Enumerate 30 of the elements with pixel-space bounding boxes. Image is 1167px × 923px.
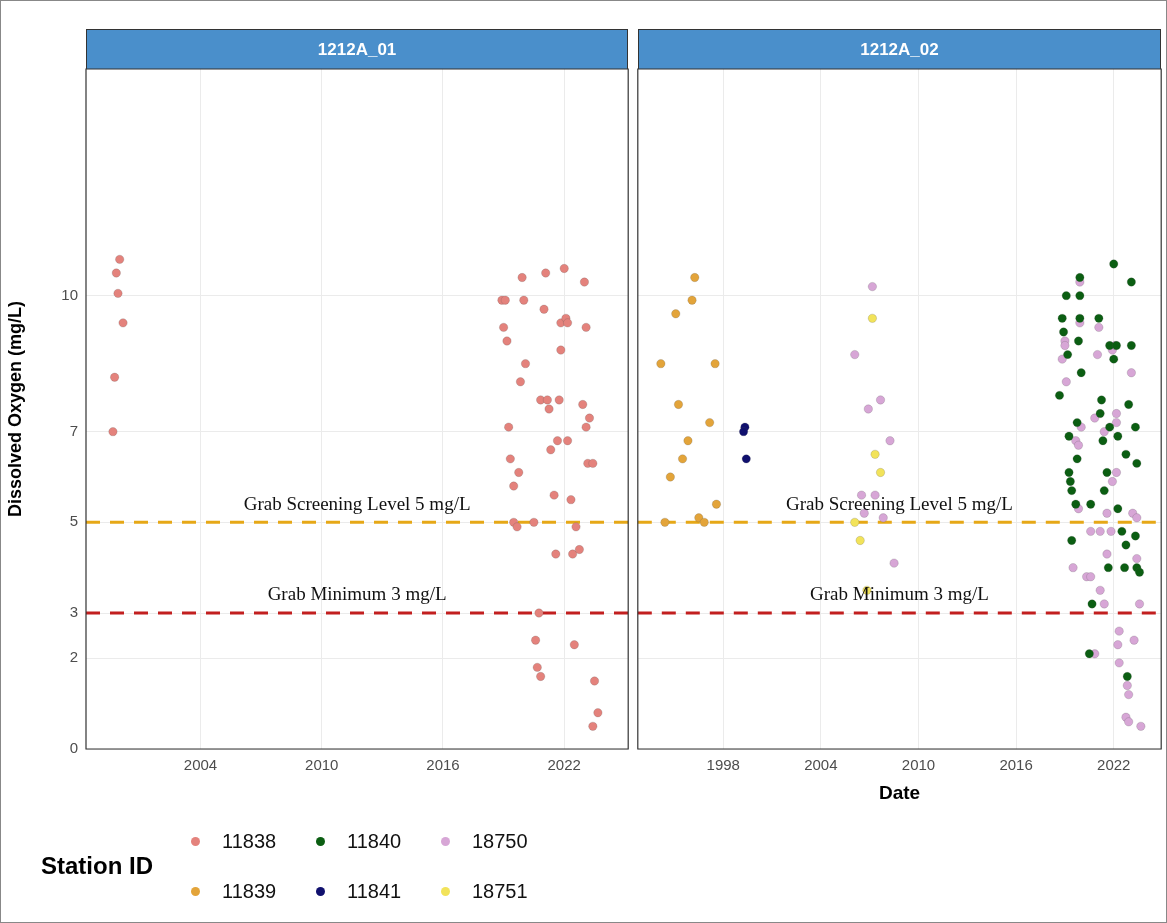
- ref-line-label: Grab Screening Level 5 mg/L: [786, 492, 1013, 514]
- legend-label: 11840: [346, 828, 403, 854]
- x-tick-label: 2016: [999, 756, 1033, 774]
- y-tick-label: 10: [61, 285, 78, 303]
- y-tick-label: 3: [69, 603, 78, 621]
- chart-title: 1212A_02: [637, 29, 1162, 69]
- y-tick-label: 7: [69, 421, 78, 439]
- ref-line-label: Grab Minimum 3 mg/L: [810, 583, 989, 605]
- x-tick-label: 2004: [183, 756, 218, 774]
- x-tick-label: 2022: [1097, 756, 1131, 774]
- legend-title: Station ID: [41, 852, 153, 880]
- x-tick-label: 2004: [804, 756, 838, 774]
- legend-label: 11839: [221, 878, 278, 904]
- legend-label: 18750: [471, 828, 529, 854]
- ref-line-label: Grab Screening Level 5 mg/L: [243, 492, 471, 514]
- chart-title: 1212A_01: [86, 29, 629, 69]
- x-tick-label: 1998: [706, 756, 740, 774]
- x-tick-label: 2010: [305, 756, 339, 774]
- y-tick-label: 5: [69, 512, 78, 530]
- y-tick-label: 0: [69, 739, 78, 757]
- x-tick-label: 2016: [426, 756, 460, 774]
- y-tick-label: 2: [69, 648, 78, 666]
- ref-line-label: Grab Minimum 3 mg/L: [267, 583, 447, 605]
- legend-label: 11838: [221, 828, 278, 854]
- x-tick-label: 2010: [901, 756, 936, 774]
- legend-label: 18751: [471, 878, 529, 904]
- legend-label: 11841: [346, 878, 403, 904]
- x-axis-title: Date: [878, 781, 921, 803]
- y-axis-title: Dissolved Oxygen (mg/L): [4, 300, 25, 518]
- x-tick-label: 2022: [547, 756, 581, 774]
